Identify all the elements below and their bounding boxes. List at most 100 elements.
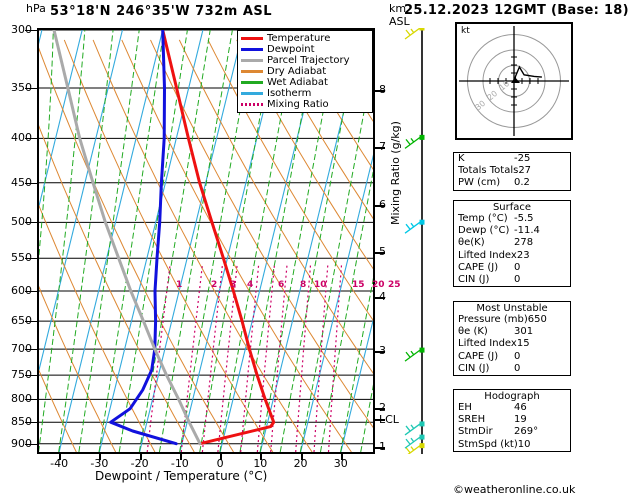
- pressure-tick-label: 350: [11, 81, 32, 95]
- temperature-tick: [59, 454, 62, 460]
- height-tick-label: 5: [379, 245, 405, 258]
- temperature-tick-label: 20: [293, 457, 308, 470]
- wind-barb-marker: [419, 443, 425, 449]
- data-row: CIN (J) 0: [454, 274, 570, 286]
- sounding-curve-temperature: [161, 30, 276, 446]
- wind-barb-marker: [419, 134, 425, 140]
- pressure-tick-label: 400: [11, 131, 32, 145]
- mixing-ratio-label: 25: [388, 280, 401, 290]
- pressure-tick: [25, 291, 37, 293]
- temperature-tick: [179, 454, 182, 460]
- temperature-tick: [139, 454, 142, 460]
- data-row-key: Pressure (mb): [458, 314, 528, 325]
- mixing-ratio-label: 15: [352, 280, 365, 290]
- data-row-value: 10: [517, 438, 531, 450]
- mixing-ratio-label: 8: [300, 280, 307, 290]
- data-row: θe(K) 278: [454, 237, 570, 249]
- wind-barb-column: [404, 28, 425, 454]
- data-row-key: CAPE (J): [458, 350, 499, 362]
- run-datetime-title: 25.12.2023 12GMT (Base: 18): [404, 3, 629, 18]
- mixing-ratio-label: 2: [211, 280, 218, 290]
- data-row-value: -25: [514, 153, 531, 164]
- temperature-tick-label: 30: [333, 457, 348, 470]
- legend: Temperature Dewpoint Parcel Trajectory Dry …: [237, 30, 373, 113]
- copyright-icon: ©: [453, 483, 464, 496]
- page-title: 53°18'N 246°35'W 732m ASL: [50, 4, 273, 19]
- pressure-tick: [25, 30, 37, 31]
- hodograph-trace: [514, 65, 542, 82]
- temperature-tick-label: 0: [216, 457, 224, 470]
- data-row: θe (K) 301: [454, 326, 570, 338]
- height-tick: [375, 408, 385, 410]
- temperature-tick-label: -30: [90, 457, 109, 470]
- data-row-key: θe(K): [458, 237, 485, 249]
- data-row-key: EH: [458, 402, 472, 413]
- height-tick-label: 7: [379, 140, 405, 153]
- pressure-tick: [25, 258, 37, 260]
- panel-title: Hodograph: [484, 391, 540, 402]
- height-tick-label: 2: [379, 401, 405, 414]
- data-row: Totals Totals 27: [454, 165, 570, 177]
- wind-barb-marker: [419, 421, 425, 427]
- data-row-key: CAPE (J): [458, 261, 499, 273]
- data-row-key: Totals Totals: [458, 165, 519, 177]
- data-row-key: PW (cm): [458, 177, 501, 189]
- data-row-key: StmSpd (kt): [458, 438, 518, 450]
- height-tick: [375, 351, 385, 353]
- mixing-ratio-label: 10: [314, 280, 327, 290]
- pressure-tick-label: 450: [11, 175, 32, 189]
- legend-color-swatch: [241, 81, 263, 84]
- legend-label: Dry Adiabat: [267, 66, 327, 77]
- hodograph-unit-label: kt: [461, 26, 470, 36]
- data-row-key: CIN (J): [458, 274, 490, 286]
- height-tick: [375, 252, 385, 254]
- temperature-tick: [99, 454, 102, 460]
- data-row: Temp (°C) -5.5: [454, 213, 570, 225]
- data-row-key: Lifted Index: [458, 249, 517, 261]
- mixing-ratio-label: 6: [278, 280, 285, 290]
- pressure-tick: [25, 349, 37, 351]
- legend-label: Temperature: [267, 33, 331, 44]
- height-tick: [375, 447, 385, 449]
- hodograph-ring-label: 20: [486, 89, 500, 102]
- most-unstable-panel: Most Unstable Pressure (mb) 650 θe (K) 301 Li…: [453, 301, 571, 377]
- mixing-ratio-label: 3: [230, 280, 237, 290]
- data-row-value: 0: [514, 261, 521, 273]
- wind-barb-marker: [419, 219, 425, 225]
- surface-panel: Surface Temp (°C) -5.5 Dewp (°C) -11.4 θe(K) 2…: [453, 200, 571, 288]
- mixing-ratio-label: 4: [247, 280, 254, 290]
- pressure-tick-label: 900: [11, 436, 32, 450]
- copyright-notice: ©weatheronline.co.uk: [446, 470, 575, 496]
- data-row-value: 650: [527, 314, 547, 325]
- data-row-key: CIN (J): [458, 362, 490, 374]
- pressure-tick: [25, 88, 37, 90]
- pressure-unit-label: hPa: [26, 2, 46, 15]
- legend-label: Mixing Ratio: [267, 99, 329, 110]
- temperature-tick-label: -10: [170, 457, 189, 470]
- temperature-tick: [220, 454, 223, 460]
- data-row-value: 269°: [514, 426, 539, 438]
- data-row-key: SREH: [458, 414, 486, 426]
- data-row: Dewp (°C) -11.4: [454, 225, 570, 237]
- temperature-tick: [340, 454, 343, 460]
- x-axis-title: Dewpoint / Temperature (°C): [95, 469, 268, 483]
- legend-item: Dewpoint: [241, 44, 369, 55]
- pressure-tick-label: 850: [11, 415, 32, 429]
- pressure-tick-label: 500: [11, 215, 32, 229]
- sounding-curve-parcel-trajectory: [52, 30, 202, 446]
- legend-label: Isotherm: [267, 88, 312, 99]
- legend-color-swatch: [241, 92, 263, 95]
- height-tick-label: 3: [379, 344, 405, 357]
- data-row-value: 0: [514, 350, 521, 362]
- lcl-label: LCL: [379, 413, 399, 426]
- data-row: K -25: [454, 153, 570, 165]
- panel-title: Most Unstable: [476, 303, 548, 314]
- legend-color-swatch: [241, 59, 263, 62]
- data-row-key: Dewp (°C): [458, 225, 510, 237]
- height-tick: [375, 90, 385, 92]
- lcl-tick: [375, 419, 385, 421]
- wind-barb-marker: [419, 347, 425, 353]
- pressure-tick: [25, 375, 37, 377]
- pressure-tick-label: 600: [11, 284, 32, 298]
